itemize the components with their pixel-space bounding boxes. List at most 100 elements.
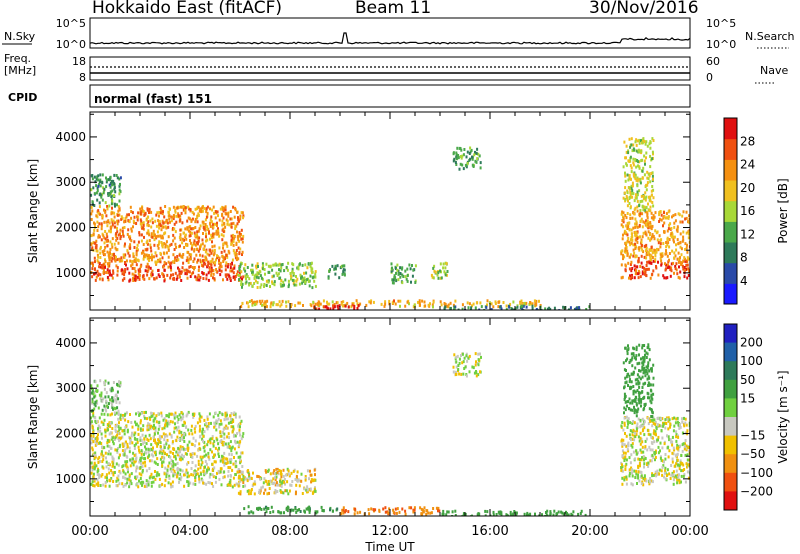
echo-cell (91, 246, 94, 250)
echo-cell (644, 196, 647, 200)
echo-cell (660, 424, 663, 428)
echo-cell (315, 307, 318, 310)
echo-cell (365, 303, 368, 307)
echo-cell (136, 438, 139, 442)
echo-cell (213, 244, 216, 248)
echo-cell (218, 218, 221, 222)
echo-cell (629, 421, 632, 425)
echo-cell (113, 411, 116, 415)
echo-cell (652, 188, 655, 192)
echo-cell (153, 277, 156, 281)
cpid-panel-frame (89, 84, 691, 108)
echo-cell (186, 462, 189, 466)
echo-cell (273, 469, 276, 473)
echo-cell (652, 269, 655, 273)
echo-cell (278, 300, 281, 304)
echo-cell (242, 214, 245, 218)
echo-cell (279, 483, 282, 487)
echo-cell (356, 307, 359, 310)
echo-cell (91, 261, 94, 265)
echo-cell (455, 153, 458, 157)
echo-cell (652, 259, 655, 263)
echo-cell (632, 352, 635, 356)
echo-cell (150, 459, 153, 463)
echo-cell (97, 211, 100, 215)
echo-cell (111, 436, 114, 440)
echo-cell (217, 227, 219, 231)
echo-cell (490, 302, 493, 306)
echo-cell (122, 484, 125, 488)
echo-cell (652, 196, 655, 200)
echo-cell (622, 196, 625, 200)
echo-cell (623, 140, 626, 144)
echo-cell (528, 302, 531, 306)
echo-cell (535, 303, 538, 306)
echo-cell (130, 239, 133, 243)
echo-cell (242, 216, 244, 220)
echo-cell (529, 301, 532, 304)
echo-cell (666, 263, 669, 267)
echo-cell (134, 274, 137, 278)
echo-cell (270, 505, 273, 509)
echo-cell (100, 194, 103, 198)
echo-cell (333, 267, 336, 271)
echo-cell (94, 380, 97, 384)
echo-cell (666, 236, 669, 240)
echo-cell (625, 195, 628, 198)
echo-cell (252, 482, 255, 486)
echo-cell (91, 209, 94, 213)
echo-cell (242, 484, 245, 488)
echo-cell (639, 181, 642, 185)
echo-cell (659, 441, 662, 445)
echo-cell (113, 221, 116, 225)
echo-cell (394, 276, 397, 280)
echo-cell (208, 457, 211, 461)
echo-cell (90, 188, 93, 192)
echo-cell (111, 202, 114, 205)
echo-cell (444, 305, 447, 309)
echo-cell (165, 442, 168, 446)
echo-cell (231, 269, 234, 273)
echo-cell (230, 449, 233, 453)
echo-cell (297, 267, 300, 271)
echo-cell (479, 166, 482, 170)
echo-cell (179, 468, 182, 472)
echo-cell (350, 305, 353, 309)
echo-cell (647, 422, 650, 426)
echo-cell (463, 367, 466, 370)
echo-cell (237, 238, 240, 242)
echo-cell (648, 225, 651, 229)
echo-cell (127, 420, 130, 424)
echo-cell (225, 275, 228, 278)
echo-cell (129, 237, 132, 241)
echo-cell (155, 224, 158, 228)
power-panel-echoes (90, 137, 690, 310)
echo-cell (220, 269, 223, 273)
echo-cell (666, 254, 669, 258)
echo-cell (173, 430, 176, 434)
echo-cell (622, 225, 625, 229)
echo-cell (209, 268, 212, 272)
echo-cell (353, 512, 356, 516)
echo-cell (187, 216, 190, 220)
echo-cell (199, 245, 202, 249)
echo-cell (97, 255, 100, 259)
echo-cell (553, 306, 556, 310)
echo-cell (150, 258, 153, 262)
colorbar-tick-label: 4 (740, 274, 748, 288)
echo-cell (122, 464, 125, 468)
echo-cell (645, 246, 648, 250)
echo-cell (626, 425, 629, 429)
echo-cell (135, 277, 138, 281)
echo-cell (418, 299, 421, 303)
echo-cell (423, 300, 426, 304)
echo-cell (659, 210, 662, 214)
echo-cell (147, 231, 150, 235)
echo-cell (100, 452, 103, 456)
echo-cell (109, 190, 112, 194)
echo-cell (205, 232, 208, 236)
echo-cell (116, 476, 119, 480)
echo-cell (115, 398, 118, 402)
echo-cell (145, 265, 148, 269)
echo-cell (242, 474, 245, 478)
